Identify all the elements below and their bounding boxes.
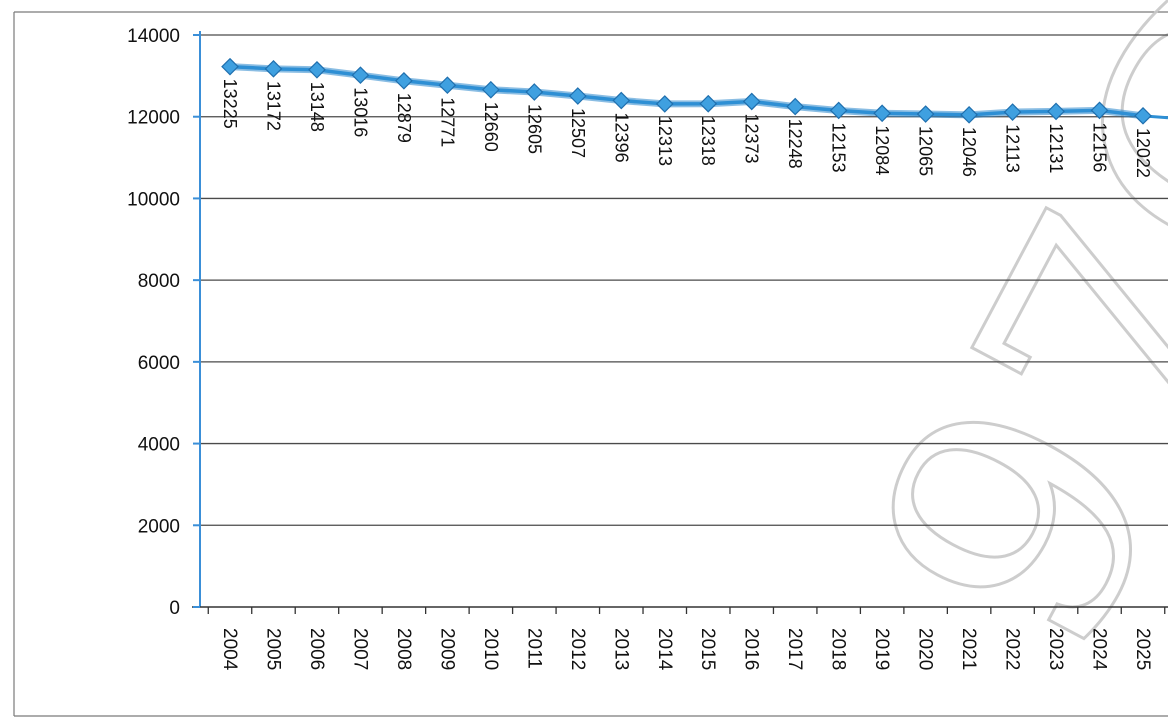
- data-label-2008: 12879: [394, 93, 414, 143]
- data-point-2011: [525, 83, 544, 101]
- y-tick-label-10000: 10000: [127, 189, 180, 210]
- data-point-2010: [482, 80, 500, 99]
- x-tick-label-2023: 2023: [1045, 628, 1066, 670]
- data-label-2014: 12313: [655, 116, 675, 166]
- data-point-2020: [916, 105, 935, 123]
- y-tick-label-0: 0: [169, 598, 180, 619]
- x-tick-label-2009: 2009: [436, 628, 457, 670]
- x-tick-label-2019: 2019: [871, 628, 892, 670]
- x-tick-label-2024: 2024: [1089, 628, 1110, 671]
- data-point-2017: [786, 97, 805, 116]
- x-tick-label-2011: 2011: [523, 628, 544, 669]
- data-point-2021: [960, 105, 978, 124]
- axes: [192, 31, 1168, 614]
- data-label-2017: 12248: [785, 119, 805, 169]
- data-label-2023: 12131: [1046, 123, 1066, 173]
- data-label-2018: 12153: [829, 122, 849, 172]
- data-label-2012: 12507: [568, 108, 588, 158]
- data-label-2019: 12084: [872, 125, 892, 175]
- data-point-2022: [1003, 103, 1022, 121]
- data-label-2020: 12065: [916, 126, 936, 176]
- data-point-2009: [438, 76, 457, 95]
- data-point-2023: [1047, 102, 1065, 121]
- gridlines: [200, 34, 1168, 526]
- x-tick-label-2015: 2015: [697, 628, 718, 670]
- data-point-2024: [1090, 101, 1109, 120]
- y-tick-label-12000: 12000: [127, 108, 180, 129]
- x-tick-label-2005: 2005: [262, 628, 283, 670]
- data-point-2015: [699, 94, 718, 113]
- data-point-2007: [351, 66, 370, 85]
- data-label-2021: 12046: [959, 127, 979, 177]
- data-point-2019: [873, 104, 891, 123]
- y-tick-label-8000: 8000: [138, 271, 180, 292]
- data-point-2005: [264, 59, 283, 78]
- x-tick-label-2020: 2020: [915, 628, 936, 670]
- x-tick-label-2010: 2010: [480, 628, 501, 670]
- series-line-path: [229, 64, 1144, 118]
- data-point-2006: [308, 60, 326, 79]
- data-point-2014: [655, 95, 674, 113]
- x-tick-label-2014: 2014: [654, 628, 675, 671]
- data-point-2025: [1134, 106, 1152, 125]
- data-label-2005: 13172: [263, 81, 283, 131]
- y-tick-label-6000: 6000: [138, 353, 180, 374]
- data-label-2025: 12022: [1133, 128, 1153, 178]
- x-tick-label-2006: 2006: [306, 628, 327, 670]
- x-tick-label-2025: 2025: [1132, 628, 1153, 670]
- x-tick-label-2013: 2013: [610, 628, 631, 670]
- x-tick-label-2018: 2018: [828, 628, 849, 670]
- y-axis-tick-labels: 0 2000 4000 6000 8000 10000 12000 14000: [127, 26, 180, 619]
- data-point-2018: [829, 101, 848, 120]
- data-label-2022: 12113: [1003, 124, 1023, 173]
- data-label-2016: 12373: [742, 113, 762, 163]
- data-label-2009: 12771: [437, 97, 457, 147]
- data-point-2016: [742, 92, 761, 111]
- x-tick-label-2007: 2007: [349, 628, 370, 670]
- data-label-2013: 12396: [611, 113, 631, 163]
- data-label-2015: 12318: [698, 116, 718, 166]
- y-tick-label-14000: 14000: [127, 26, 180, 47]
- x-tick-label-2021: 2021: [958, 628, 979, 670]
- data-labels: 13225 13172 13148 13016 12879 12771 12660 12605…: [220, 79, 1153, 178]
- x-axis-tick-labels: 2004 2005 2006 2007 2008 2009 2010 2011 2012 2013…: [219, 628, 1153, 671]
- series-markers: [221, 57, 1152, 125]
- y-tick-label-4000: 4000: [138, 435, 180, 456]
- data-label-2011: 12605: [524, 104, 544, 154]
- x-tick-label-2017: 2017: [784, 628, 805, 670]
- data-point-2004: [221, 57, 239, 76]
- data-point-2013: [612, 91, 631, 110]
- x-tick-label-2012: 2012: [567, 628, 588, 670]
- data-label-2010: 12660: [481, 102, 501, 152]
- x-tick-label-2004: 2004: [219, 628, 240, 671]
- data-label-2007: 13016: [350, 87, 370, 137]
- data-label-2006: 13148: [307, 82, 327, 132]
- data-point-2012: [568, 87, 587, 105]
- x-tick-label-2022: 2022: [1002, 628, 1023, 670]
- data-label-2024: 12156: [1090, 122, 1110, 172]
- y-tick-label-2000: 2000: [138, 516, 180, 537]
- data-label-2004: 13225: [220, 79, 240, 129]
- x-tick-label-2016: 2016: [741, 628, 762, 670]
- data-point-2008: [395, 71, 413, 90]
- x-tick-label-2008: 2008: [393, 628, 414, 670]
